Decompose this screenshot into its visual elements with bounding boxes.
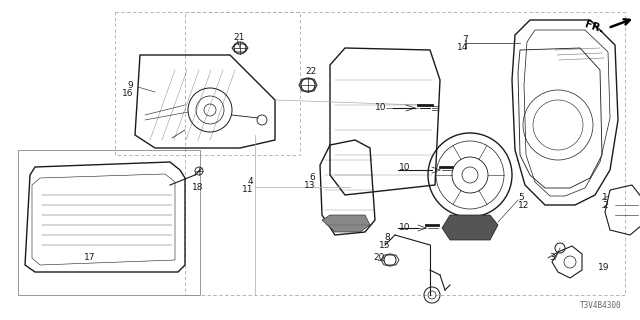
Text: 11: 11	[241, 186, 253, 195]
Text: 15: 15	[378, 242, 390, 251]
Polygon shape	[322, 215, 370, 232]
Polygon shape	[442, 215, 498, 240]
Text: 9: 9	[127, 81, 133, 90]
Text: 10: 10	[399, 223, 410, 233]
Text: 12: 12	[518, 202, 529, 211]
Text: FR.: FR.	[584, 19, 605, 35]
Text: 13: 13	[303, 181, 315, 190]
Text: 22: 22	[305, 68, 316, 76]
Text: 10: 10	[399, 164, 410, 172]
Text: T3V4B4300: T3V4B4300	[580, 301, 622, 310]
Text: 2: 2	[602, 202, 607, 211]
Text: 7: 7	[462, 36, 468, 44]
Text: 19: 19	[598, 263, 609, 273]
Text: 5: 5	[518, 194, 524, 203]
Text: 1: 1	[602, 194, 608, 203]
Text: 6: 6	[309, 173, 315, 182]
Text: 3: 3	[549, 253, 555, 262]
Bar	[115, 12, 300, 155]
Text: 16: 16	[122, 89, 133, 98]
Text: 20: 20	[374, 253, 385, 262]
Bar	[18, 150, 200, 295]
Text: 21: 21	[233, 34, 244, 43]
Text: 14: 14	[456, 44, 468, 52]
Text: 4: 4	[248, 178, 253, 187]
Text: 17: 17	[84, 253, 96, 262]
Text: 8: 8	[384, 234, 390, 243]
Bar	[185, 12, 625, 295]
Text: 10: 10	[374, 103, 386, 113]
Text: 18: 18	[192, 183, 204, 193]
